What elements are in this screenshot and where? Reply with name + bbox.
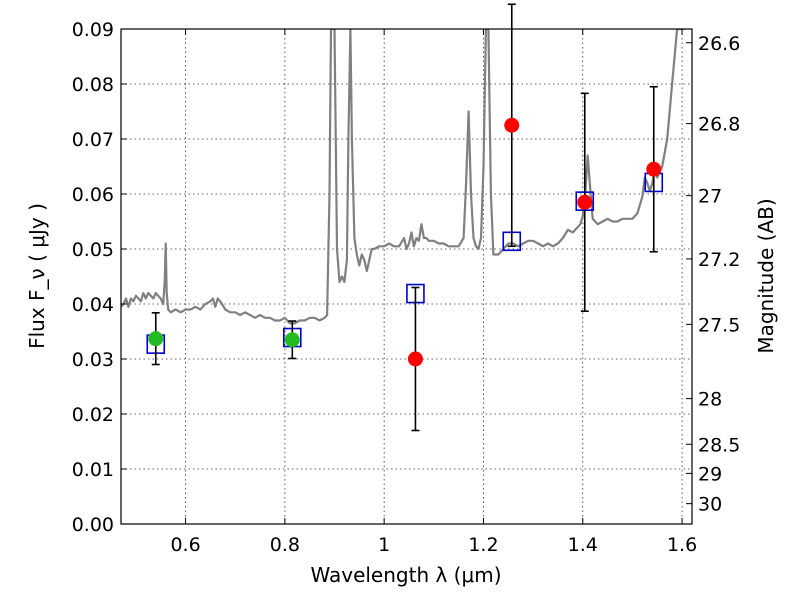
y-tick-label: 0.05	[72, 239, 114, 261]
y-tick-label: 0.06	[72, 184, 114, 206]
right-tick-label: 26.8	[698, 114, 740, 136]
right-tick-label: 27.2	[698, 249, 740, 271]
right-tick-label: 26.6	[698, 33, 740, 55]
x-tick-label: 1	[378, 534, 390, 556]
plot-frame	[120, 28, 693, 525]
red-data-point	[577, 194, 593, 210]
y-axis-right-title: Magnitude (AB)	[754, 198, 778, 353]
y-tick-label: 0.07	[72, 129, 114, 151]
x-tick-label: 1.4	[568, 534, 598, 556]
red-data-point	[504, 117, 520, 133]
y-tick-label: 0.08	[72, 74, 114, 96]
y-tick-label: 0.00	[72, 514, 114, 536]
red-data-point	[646, 161, 662, 177]
green-data-point	[284, 332, 300, 348]
x-tick-label: 0.8	[270, 534, 300, 556]
y-tick-label: 0.01	[72, 459, 114, 481]
green-data-point	[148, 331, 164, 347]
y-tick-label: 0.02	[72, 404, 114, 426]
axis-ticks	[121, 28, 692, 525]
right-tick-label: 28.5	[698, 434, 740, 456]
right-tick-label: 27.5	[698, 314, 740, 336]
right-tick-label: 30	[698, 494, 722, 516]
y-tick-label: 0.04	[72, 294, 114, 316]
right-tick-label: 28	[698, 389, 722, 411]
axis-tick-labels: 0.6 0.8 1 1.2 1.4 1.6 0.00 0.01 0.02 0.03 0.04 0.05…	[72, 19, 741, 556]
right-tick-label: 29	[698, 463, 722, 485]
x-tick-label: 0.6	[170, 534, 200, 556]
y-tick-label: 0.09	[72, 19, 114, 41]
x-tick-label: 1.2	[468, 534, 498, 556]
red-data-point	[407, 351, 423, 367]
right-tick-label: 27	[698, 186, 722, 208]
data-markers	[146, 3, 664, 432]
x-axis-title: Wavelength λ (μm)	[310, 563, 501, 587]
y-axis-title: Flux F_ν ( μJy )	[25, 203, 49, 349]
y-tick-label: 0.03	[72, 349, 114, 371]
x-tick-label: 1.6	[667, 534, 697, 556]
